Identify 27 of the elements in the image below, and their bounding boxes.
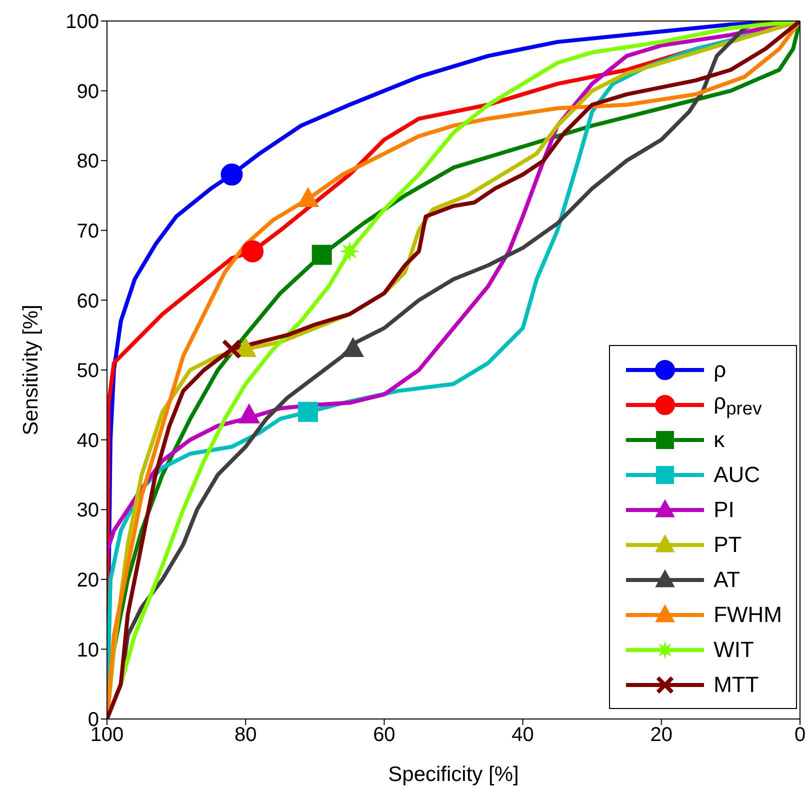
legend-label: PI: [714, 496, 734, 522]
x-axis-title: Specificity [%]: [388, 763, 519, 786]
legend-label: FWHM: [714, 602, 782, 628]
x-tick-label: 20: [650, 724, 673, 746]
y-tick-label: 90: [76, 80, 99, 103]
x-tick-label: 60: [373, 724, 396, 746]
y-tick-label: 80: [76, 150, 99, 173]
y-tick-label: 100: [66, 11, 99, 34]
legend-label: ρ$_{prev}$: [714, 389, 762, 420]
y-tick-label: 30: [76, 500, 99, 522]
legend-label: MTT: [714, 672, 759, 698]
y-tick-label: 60: [76, 290, 99, 312]
x-tick-label: 80: [234, 724, 257, 746]
x-tick-label: 40: [512, 724, 534, 746]
x-tick-label: 0: [794, 724, 806, 746]
y-tick-label: 70: [76, 220, 99, 242]
y-tick-label: 10: [76, 639, 99, 662]
legend-label: κ: [714, 426, 725, 452]
legend-label: AUC: [714, 462, 760, 488]
y-tick-label: 20: [76, 570, 99, 592]
legend-label: AT: [714, 566, 740, 592]
legend-label: ρ: [714, 356, 726, 382]
y-tick-label: 40: [76, 430, 99, 452]
legend-label: PT: [714, 532, 742, 558]
legend-label: WIT: [714, 636, 754, 662]
y-tick-label: 50: [76, 360, 99, 382]
y-axis-title: Sensitivity [%]: [19, 304, 42, 436]
